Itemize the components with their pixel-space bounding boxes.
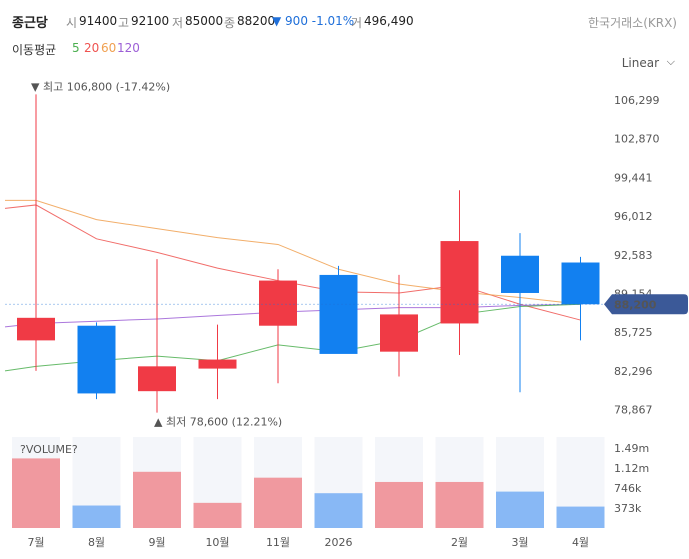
ma5-legend[interactable]: 5 xyxy=(72,41,80,55)
volume-tick-label: 746k xyxy=(614,482,642,495)
y-tick-label: 85,725 xyxy=(614,326,653,339)
volume-bar[interactable] xyxy=(72,505,121,528)
scale-select[interactable]: Linear xyxy=(621,56,659,70)
candle-body[interactable] xyxy=(17,317,55,341)
candle-body[interactable] xyxy=(319,274,358,354)
y-tick-label: 99,441 xyxy=(614,171,653,184)
x-tick-label: 7월 xyxy=(27,536,44,549)
x-tick-label: 2026 xyxy=(325,536,353,549)
x-tick-label: 9월 xyxy=(148,536,165,549)
moving-average-title: 이동평균 xyxy=(12,43,57,57)
y-tick-label: 106,299 xyxy=(614,94,660,107)
open-label: 시 xyxy=(66,16,78,30)
volume-tick-label: 1.12m xyxy=(614,462,649,475)
x-tick-label: 11월 xyxy=(266,536,290,549)
y-tick-label: 102,870 xyxy=(614,133,660,146)
volume-tick-label: 373k xyxy=(614,502,642,515)
volume-bar[interactable] xyxy=(12,458,60,528)
last-price-label: 88,200 xyxy=(614,298,657,311)
x-tick-label: 2월 xyxy=(451,536,468,549)
volume-bar[interactable] xyxy=(314,493,363,528)
y-tick-label: 92,583 xyxy=(614,249,653,262)
volume-bar[interactable] xyxy=(133,471,181,528)
volume-bar[interactable] xyxy=(193,502,242,528)
low-value: 85000 xyxy=(185,14,224,28)
candle-body[interactable] xyxy=(561,262,600,305)
volume-bar[interactable] xyxy=(435,481,484,528)
candle-body[interactable] xyxy=(501,255,539,293)
volume-label: 거 xyxy=(351,16,363,30)
low-label: 저 xyxy=(172,16,184,30)
volume-bar[interactable] xyxy=(496,491,544,528)
exchange-name: 한국거래소(KRX) xyxy=(588,16,677,30)
x-tick-label: 3월 xyxy=(511,536,528,549)
volume-title: ?VOLUME? xyxy=(20,443,78,456)
ma60-line xyxy=(5,199,581,305)
volume-bar[interactable] xyxy=(254,477,302,528)
ma20-legend[interactable]: 20 xyxy=(84,41,100,55)
y-tick-label: 96,012 xyxy=(614,210,653,223)
candle-body[interactable] xyxy=(198,359,237,369)
x-tick-label: 10월 xyxy=(205,536,229,549)
candle-body[interactable] xyxy=(440,241,479,324)
volume-tick-label: 1.49m xyxy=(614,442,649,455)
volume-bar[interactable] xyxy=(375,481,423,528)
high-label: 고 xyxy=(118,16,130,30)
chart-header: 종근당 시 91400 고 92100 저 85000 종 88200 ▼ 90… xyxy=(0,0,689,70)
change-value: ▼ 900 -1.01% xyxy=(272,14,355,28)
chevron-down-icon[interactable]: ⌵ xyxy=(666,55,675,68)
candle-body[interactable] xyxy=(77,325,116,394)
stock-name: 종근당 xyxy=(12,16,48,31)
volume-value: 496,490 xyxy=(364,14,414,28)
last-price-badge xyxy=(604,294,688,315)
high-value: 92100 xyxy=(131,14,170,28)
ma120-legend[interactable]: 120 xyxy=(117,41,140,55)
volume-bar[interactable] xyxy=(556,506,605,528)
x-tick-label: 8월 xyxy=(88,536,105,549)
min-price-annotation: ▲ 최저 78,600 (12.21%) xyxy=(154,416,282,429)
ma60-legend[interactable]: 60 xyxy=(101,41,117,55)
close-label: 종 xyxy=(224,16,236,30)
max-price-annotation: ▼ 최고 106,800 (-17.42%) xyxy=(31,80,170,93)
open-value: 91400 xyxy=(79,14,118,28)
y-tick-label: 82,296 xyxy=(614,365,653,378)
candle-body[interactable] xyxy=(259,280,297,326)
candle-body[interactable] xyxy=(380,314,418,352)
x-tick-label: 4월 xyxy=(572,536,589,549)
y-tick-label: 78,867 xyxy=(614,404,653,417)
candle-body[interactable] xyxy=(138,366,176,392)
close-value: 88200 xyxy=(237,14,276,28)
